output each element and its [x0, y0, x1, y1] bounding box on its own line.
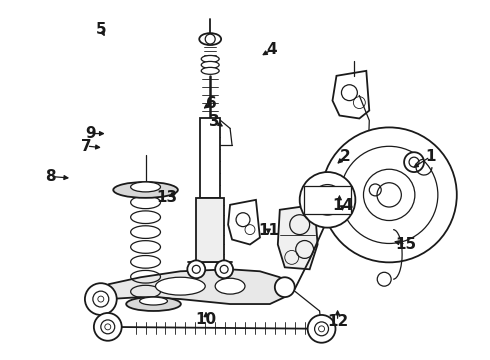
Bar	[304, 186, 351, 214]
Text: 4: 4	[267, 42, 277, 57]
Bar	[196, 198, 224, 262]
Polygon shape	[96, 269, 290, 309]
Text: 6: 6	[205, 96, 216, 111]
Polygon shape	[228, 200, 260, 244]
Bar	[200, 118, 220, 198]
Text: 5: 5	[96, 22, 107, 37]
Circle shape	[377, 183, 401, 207]
Polygon shape	[333, 71, 369, 118]
Circle shape	[275, 277, 294, 297]
Text: 14: 14	[332, 198, 353, 212]
Circle shape	[341, 146, 438, 243]
Circle shape	[321, 127, 457, 262]
Circle shape	[215, 260, 233, 278]
Circle shape	[93, 291, 109, 307]
Text: 2: 2	[340, 149, 350, 164]
Ellipse shape	[201, 67, 219, 74]
Text: 7: 7	[81, 139, 92, 154]
Ellipse shape	[215, 278, 245, 294]
Ellipse shape	[201, 55, 219, 62]
Circle shape	[187, 260, 205, 278]
Ellipse shape	[140, 297, 168, 305]
Text: 11: 11	[258, 222, 279, 238]
Text: 1: 1	[425, 149, 436, 164]
Circle shape	[377, 272, 391, 286]
Polygon shape	[278, 205, 318, 269]
Circle shape	[308, 315, 336, 343]
Text: 12: 12	[327, 314, 348, 329]
Ellipse shape	[131, 182, 161, 192]
Ellipse shape	[155, 277, 205, 295]
Ellipse shape	[126, 297, 181, 311]
Text: 13: 13	[156, 190, 177, 205]
Text: 15: 15	[395, 237, 416, 252]
Circle shape	[85, 283, 117, 315]
Text: 3: 3	[210, 113, 220, 129]
Circle shape	[320, 193, 335, 207]
Circle shape	[300, 172, 355, 228]
Polygon shape	[361, 173, 387, 210]
Circle shape	[312, 185, 343, 215]
Ellipse shape	[201, 62, 219, 68]
Circle shape	[364, 169, 415, 221]
Text: 10: 10	[196, 312, 217, 327]
Text: 8: 8	[45, 169, 55, 184]
Ellipse shape	[113, 182, 178, 198]
Circle shape	[94, 313, 122, 341]
Ellipse shape	[199, 33, 221, 45]
Circle shape	[404, 152, 424, 172]
Text: 9: 9	[85, 126, 96, 141]
